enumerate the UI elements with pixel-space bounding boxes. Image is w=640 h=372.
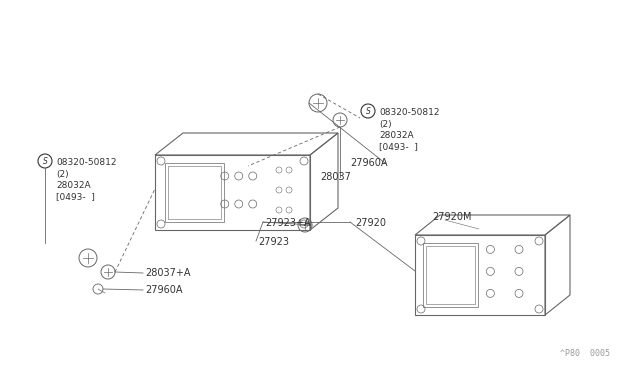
Text: S: S	[43, 157, 47, 166]
Text: 28032A: 28032A	[379, 131, 413, 140]
Text: 27920: 27920	[355, 218, 386, 228]
Text: S: S	[365, 106, 371, 115]
Bar	[426, 246, 475, 304]
Bar	[165, 163, 224, 222]
Text: 28037+A: 28037+A	[145, 268, 191, 278]
Text: 27920M: 27920M	[432, 212, 472, 222]
Text: 08320-50812: 08320-50812	[379, 108, 440, 117]
Text: 28037: 28037	[320, 172, 351, 182]
Text: 27923+A: 27923+A	[265, 218, 310, 228]
Text: [0493-  ]: [0493- ]	[379, 142, 418, 151]
Bar	[423, 243, 477, 307]
Bar	[168, 166, 221, 219]
Text: (2): (2)	[56, 170, 68, 179]
Text: 27923: 27923	[258, 237, 289, 247]
Text: ^P80  0005: ^P80 0005	[560, 349, 610, 358]
Text: 27960A: 27960A	[350, 158, 387, 168]
Text: (2): (2)	[379, 120, 392, 129]
Text: 27960A: 27960A	[145, 285, 182, 295]
Text: [0493-  ]: [0493- ]	[56, 192, 95, 201]
Text: 08320-50812: 08320-50812	[56, 158, 116, 167]
Text: 28032A: 28032A	[56, 181, 91, 190]
